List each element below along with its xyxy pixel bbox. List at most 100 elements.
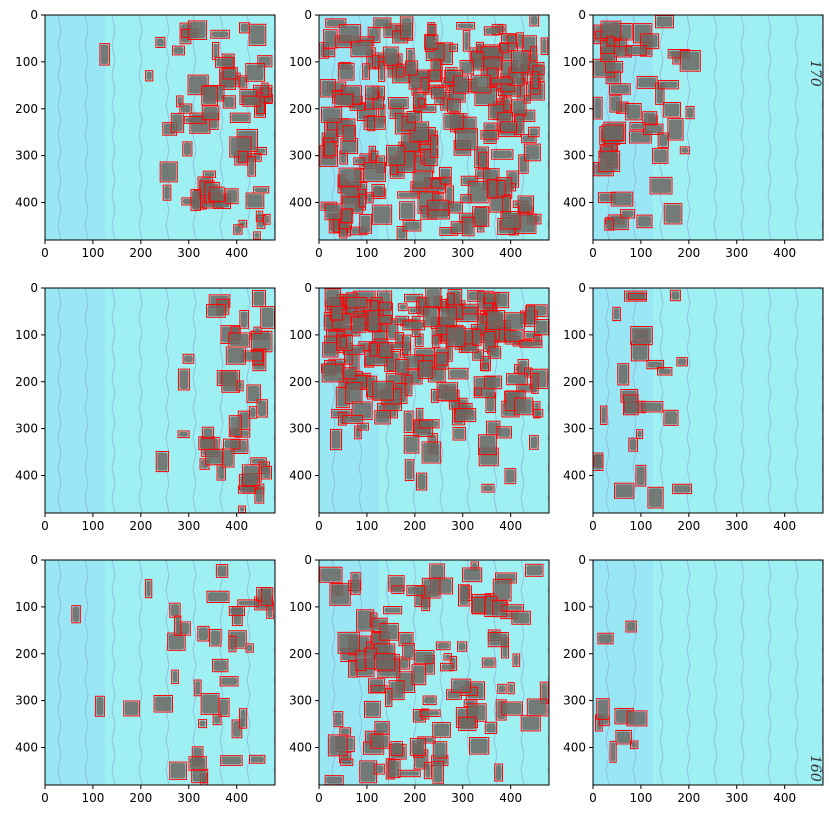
particle — [261, 307, 274, 328]
detection-box — [319, 566, 343, 583]
particle — [407, 586, 424, 595]
particle — [477, 43, 483, 52]
detection-box — [530, 46, 538, 62]
detection-box — [625, 620, 637, 633]
particle — [533, 72, 538, 88]
detection-box — [219, 676, 239, 687]
detection-box — [662, 101, 682, 118]
paper-line — [520, 560, 525, 785]
x-tick-label: 400 — [773, 791, 796, 805]
particle — [239, 507, 245, 512]
particle — [610, 96, 621, 112]
particle — [495, 765, 502, 781]
particle — [485, 377, 501, 388]
detection-box — [236, 380, 244, 392]
particle — [526, 306, 534, 326]
paper-line — [767, 15, 772, 240]
particle — [621, 210, 634, 217]
detection-box — [440, 662, 454, 672]
detection-box — [504, 468, 517, 485]
particle — [356, 651, 365, 670]
paper-line — [111, 15, 116, 240]
detection-box — [182, 141, 193, 157]
particle — [224, 440, 239, 448]
x-tick-label: 300 — [451, 791, 474, 805]
particle — [458, 642, 466, 651]
particle — [379, 303, 391, 310]
particle — [331, 430, 341, 449]
detection-box — [448, 367, 469, 380]
panel-r3c1: 0 100 200 300 400 0 100 200 300 400 — [15, 553, 276, 805]
paper-line — [84, 15, 89, 240]
detection-box — [153, 694, 174, 713]
particle — [441, 664, 452, 670]
x-tick-label: 0 — [589, 519, 597, 533]
y-tick-label: 200 — [289, 375, 312, 389]
particle — [339, 64, 353, 80]
particle — [428, 25, 435, 35]
particle — [530, 436, 538, 449]
paper-line — [713, 560, 718, 785]
detection-box — [386, 318, 399, 340]
particle — [468, 704, 486, 721]
detection-box — [379, 622, 399, 641]
detection-box — [526, 698, 548, 717]
detection-box — [379, 341, 393, 359]
particle — [421, 78, 428, 92]
detection-box — [159, 161, 178, 183]
particle — [415, 105, 435, 112]
image-background — [593, 560, 823, 785]
particle — [371, 301, 379, 313]
y-tick-label: 200 — [563, 375, 586, 389]
particle — [214, 715, 221, 724]
paper-line — [165, 288, 170, 513]
image-vignette — [45, 560, 105, 785]
paper-line — [740, 288, 745, 513]
particle — [403, 336, 410, 354]
particle — [173, 47, 184, 54]
particle — [326, 19, 345, 27]
particle — [413, 665, 425, 684]
detection-box — [251, 290, 267, 308]
detection-box — [617, 363, 630, 386]
detection-box — [169, 761, 187, 780]
detection-box — [427, 69, 442, 83]
x-tick-label: 200 — [403, 519, 426, 533]
paper-line — [165, 560, 170, 785]
detection-box — [458, 584, 470, 607]
particle — [528, 700, 547, 715]
detection-box — [338, 24, 361, 43]
detection-box — [411, 664, 427, 686]
particle — [346, 383, 361, 403]
particle — [240, 311, 248, 328]
detection-box — [246, 384, 262, 403]
particle — [514, 654, 519, 666]
detection-box — [423, 306, 439, 328]
detection-box — [261, 82, 269, 98]
detection-box — [367, 310, 380, 333]
axes-frame — [592, 559, 824, 786]
detection-box — [491, 149, 514, 160]
detection-box — [321, 363, 345, 383]
y-tick-label: 0 — [578, 553, 586, 567]
detection-box — [484, 721, 498, 735]
detection-box — [358, 193, 366, 208]
detection-box — [256, 399, 268, 418]
detection-box — [421, 441, 442, 464]
particle — [460, 118, 475, 132]
y-tick-label: 400 — [289, 469, 312, 483]
particle — [237, 382, 243, 390]
detection-box — [255, 210, 264, 222]
particle — [610, 215, 628, 229]
y-tick-label: 100 — [15, 55, 38, 69]
panel-r3c3: 160 0 100 200 300 400 0 100 200 300 400 — [563, 553, 824, 805]
detection-box — [472, 328, 482, 346]
particle — [389, 760, 400, 777]
y-tick-label: 300 — [289, 422, 312, 436]
detection-box — [245, 643, 254, 653]
particle — [219, 699, 229, 716]
paper-line — [686, 288, 691, 513]
particle — [341, 759, 352, 765]
x-tick-label: 0 — [315, 519, 323, 533]
detection-box — [94, 695, 105, 717]
